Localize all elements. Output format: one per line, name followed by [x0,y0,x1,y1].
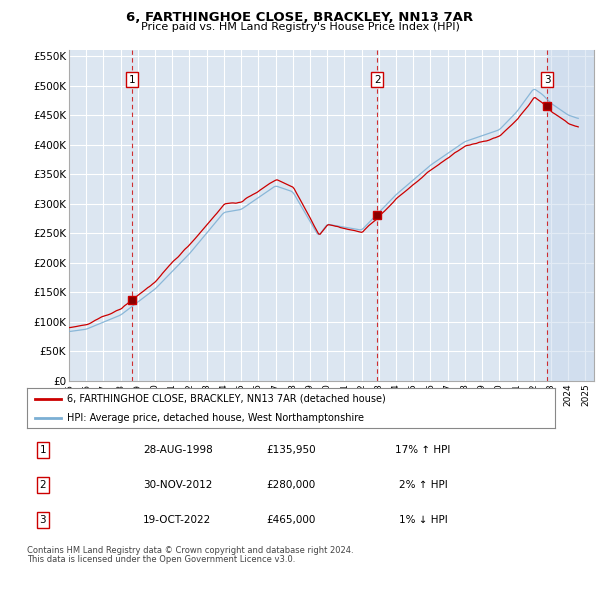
Text: 2: 2 [374,75,381,84]
Text: 28-AUG-1998: 28-AUG-1998 [143,445,213,455]
Text: £465,000: £465,000 [266,515,316,525]
Text: 30-NOV-2012: 30-NOV-2012 [143,480,212,490]
Text: 6, FARTHINGHOE CLOSE, BRACKLEY, NN13 7AR (detached house): 6, FARTHINGHOE CLOSE, BRACKLEY, NN13 7AR… [67,394,385,404]
Text: £135,950: £135,950 [266,445,316,455]
Text: 2: 2 [40,480,46,490]
Text: 1: 1 [129,75,136,84]
Text: 17% ↑ HPI: 17% ↑ HPI [395,445,451,455]
Text: 2% ↑ HPI: 2% ↑ HPI [398,480,448,490]
Text: HPI: Average price, detached house, West Northamptonshire: HPI: Average price, detached house, West… [67,413,364,422]
Text: £280,000: £280,000 [266,480,316,490]
Text: 1: 1 [40,445,46,455]
Text: Contains HM Land Registry data © Crown copyright and database right 2024.: Contains HM Land Registry data © Crown c… [27,546,353,555]
Text: Price paid vs. HM Land Registry's House Price Index (HPI): Price paid vs. HM Land Registry's House … [140,22,460,32]
Text: This data is licensed under the Open Government Licence v3.0.: This data is licensed under the Open Gov… [27,555,295,563]
Text: 3: 3 [40,515,46,525]
Bar [547,50,594,381]
Text: 19-OCT-2022: 19-OCT-2022 [143,515,211,525]
Text: 6, FARTHINGHOE CLOSE, BRACKLEY, NN13 7AR: 6, FARTHINGHOE CLOSE, BRACKLEY, NN13 7AR [127,11,473,24]
Text: 3: 3 [544,75,551,84]
Text: 1% ↓ HPI: 1% ↓ HPI [398,515,448,525]
